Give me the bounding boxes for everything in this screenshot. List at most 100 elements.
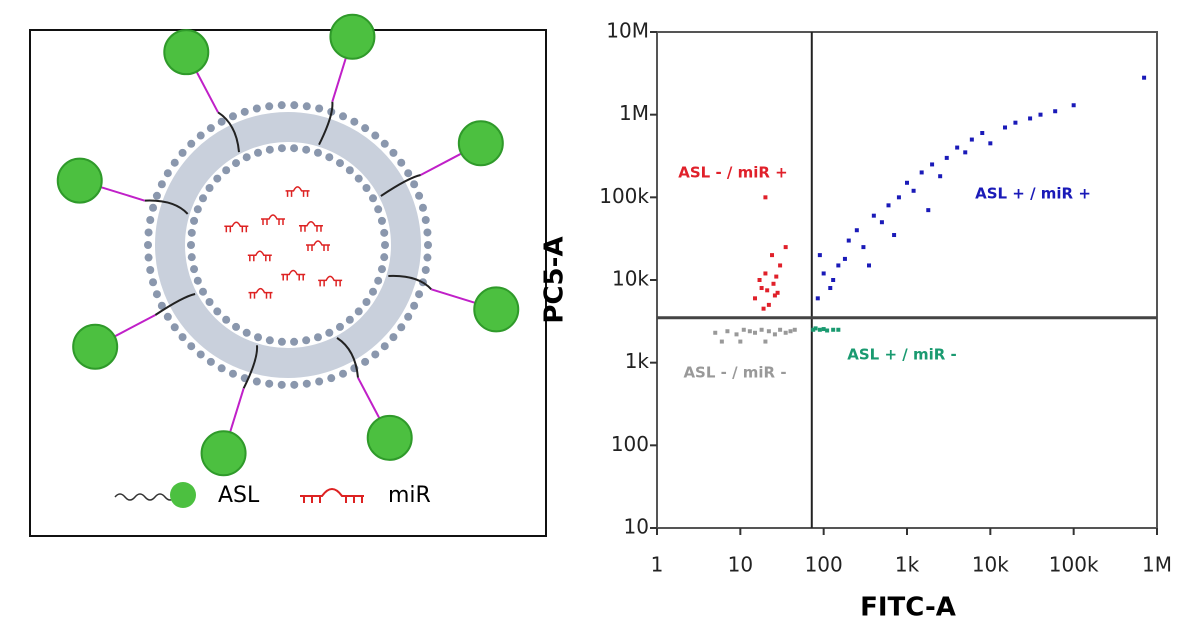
lipid-head <box>415 191 424 200</box>
lipid-head <box>265 379 274 388</box>
lipid-head <box>205 298 214 307</box>
point <box>886 203 891 208</box>
lipid-head <box>146 216 155 225</box>
point <box>896 195 901 200</box>
point <box>1003 125 1008 130</box>
point <box>775 290 780 295</box>
point <box>772 293 777 298</box>
legend-label: miR <box>388 483 431 508</box>
lipid-head <box>228 112 237 121</box>
point <box>757 278 762 282</box>
mir <box>248 287 273 299</box>
lipid-head <box>217 117 226 126</box>
lipid-head <box>198 287 207 296</box>
mir <box>306 240 330 251</box>
lipid-head <box>421 265 430 274</box>
lipid-head <box>339 369 348 378</box>
lipid-head <box>410 180 419 189</box>
lipid-head <box>418 203 427 212</box>
point <box>763 271 768 276</box>
point <box>759 286 764 291</box>
lipid-head <box>187 253 196 262</box>
lipid-head <box>371 350 380 359</box>
lipid-head <box>187 342 196 351</box>
lipid-head <box>217 364 226 373</box>
diagram-frame <box>29 29 547 537</box>
lipid-head <box>335 159 344 168</box>
lipid-head <box>228 369 237 378</box>
legend-asl-icon <box>170 482 196 508</box>
lipid-head <box>369 194 378 203</box>
point <box>734 332 739 337</box>
lipid-head <box>277 101 286 110</box>
point <box>836 327 841 332</box>
point <box>815 296 820 301</box>
lipid-head <box>371 131 380 140</box>
lipid-head <box>187 228 196 237</box>
legend-mir-icon <box>300 488 364 503</box>
x-tick-label: 1k <box>895 553 920 577</box>
point <box>930 162 935 167</box>
lipid-head <box>315 104 324 113</box>
point <box>817 327 822 332</box>
point <box>747 329 752 334</box>
point <box>792 327 797 332</box>
lipid-head <box>325 328 334 337</box>
asl-linker <box>357 377 383 423</box>
lipid-head <box>354 307 363 316</box>
lipid-head <box>170 158 179 167</box>
point <box>892 233 897 238</box>
asl-anchor <box>318 101 334 146</box>
lipid-head <box>163 312 172 321</box>
x-tick-label: 10 <box>728 553 753 577</box>
asl-protein <box>329 13 376 60</box>
lipid-head <box>377 265 386 274</box>
point <box>771 281 776 286</box>
lipid-head <box>242 328 251 337</box>
lipid-head <box>315 377 324 386</box>
point <box>741 327 746 332</box>
lipid-head <box>152 191 161 200</box>
y-tick-label: 100 <box>611 432 649 456</box>
lipid-head <box>377 216 386 225</box>
point <box>788 329 793 334</box>
mir <box>247 250 272 262</box>
lipid-head <box>415 290 424 299</box>
lipid-head <box>327 374 336 383</box>
x-tick-label: 100k <box>1049 553 1099 577</box>
asl-anchor <box>154 293 196 316</box>
lipid-head <box>254 148 263 157</box>
mir <box>318 275 343 287</box>
point <box>846 238 851 243</box>
lipid-head <box>313 333 322 342</box>
lipid-head <box>157 180 166 189</box>
lipid-head <box>265 336 274 345</box>
point <box>969 137 974 142</box>
point <box>821 327 826 332</box>
lipid-head <box>242 153 251 162</box>
lipid-head <box>144 228 153 237</box>
lipid-head <box>213 307 222 316</box>
lipid-head <box>389 148 398 157</box>
lipid-head <box>144 253 153 262</box>
lipid-head <box>144 241 152 249</box>
lipid-head <box>277 337 286 346</box>
point <box>825 328 830 333</box>
lipid-head <box>290 144 299 153</box>
point <box>753 330 758 335</box>
point <box>871 213 876 218</box>
lipid-head <box>302 145 311 154</box>
liposome <box>56 13 520 477</box>
point <box>772 332 777 337</box>
lipid-head <box>290 380 299 389</box>
lipid-head <box>290 337 299 346</box>
lipid-head <box>265 145 274 154</box>
lipid-head <box>380 342 389 351</box>
lipid-head <box>178 148 187 157</box>
asl-anchor <box>380 174 421 197</box>
plot-frame <box>656 31 1158 529</box>
asl-protein <box>200 430 247 477</box>
y-tick-label: 10 <box>624 515 649 539</box>
lipid-head <box>380 253 389 262</box>
